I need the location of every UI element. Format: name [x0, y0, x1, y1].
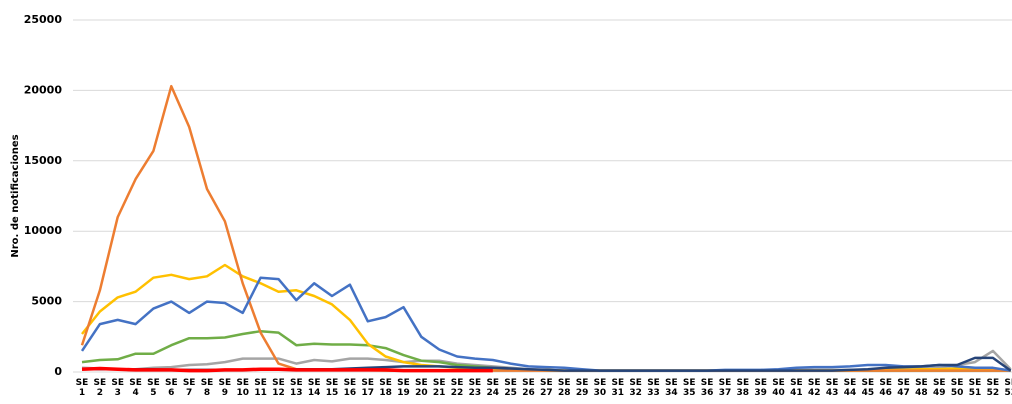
x-tick-label: SE 14 [307, 378, 321, 398]
x-tick-label: SE 44 [843, 378, 857, 398]
y-axis-title: Nro. de notificaciones [10, 134, 21, 257]
x-tick-label: SE 45 [861, 378, 875, 398]
x-tick-label: SE 4 [129, 378, 142, 398]
x-tick-label: SE 9 [218, 378, 232, 398]
x-tick-label: SE 17 [361, 378, 375, 398]
series-line [81, 366, 493, 373]
x-tick-label: SE 24 [486, 378, 500, 398]
x-tick-label: SE 46 [879, 378, 892, 398]
x-tick-label: SE 33 [647, 378, 660, 398]
y-tick-label: 15000 [24, 154, 63, 167]
x-tick-label: SE 43 [825, 378, 839, 398]
x-tick-label: SE 34 [665, 378, 678, 398]
x-tick-label: SE 36 [700, 378, 714, 398]
x-tick-label: SE 11 [254, 378, 267, 398]
x-tick-label: SE 8 [200, 378, 214, 398]
x-tick-label: SE 37 [718, 378, 732, 398]
x-tick-label: SE 51 [968, 378, 982, 398]
y-tick-label: 25000 [24, 13, 63, 26]
x-tick-label: SE 12 [272, 378, 285, 398]
x-tick-label: SE 35 [682, 378, 696, 398]
x-tick-label: SE 41 [790, 378, 803, 398]
x-tick-label: SE 5 [147, 378, 160, 398]
x-tick-label: SE 53 [1004, 378, 1012, 398]
y-tick-label: 5000 [31, 295, 62, 308]
x-tick-label: SE 1 [75, 378, 89, 398]
x-tick-label: SE 27 [540, 378, 553, 398]
x-tick-label: SE 15 [325, 378, 339, 398]
x-tick-label: SE 7 [182, 378, 196, 398]
y-tick-label: 10000 [24, 224, 63, 237]
series-line [80, 84, 1011, 372]
series-line [80, 276, 1011, 372]
x-tick-label: SE 31 [611, 378, 625, 398]
x-tick-label: SE 29 [575, 378, 589, 398]
x-tick-label: SE 28 [557, 378, 571, 398]
x-tick-label: SE 38 [736, 378, 750, 398]
x-tick-label: SE 48 [915, 378, 928, 398]
x-tick-label: SE 6 [164, 378, 178, 398]
x-tick-label: SE 3 [111, 378, 125, 398]
x-tick-label: SE 47 [897, 378, 910, 398]
x-tick-label: SE 2 [93, 378, 107, 398]
y-tick-label: 20000 [24, 83, 63, 96]
x-tick-label: SE 39 [754, 378, 767, 398]
x-tick-label: SE 21 [432, 378, 446, 398]
x-tick-label: SE 18 [379, 378, 392, 398]
x-tick-label: SE 50 [950, 378, 964, 398]
x-tick-label: SE 40 [772, 378, 785, 398]
x-tick-label: SE 13 [289, 378, 303, 398]
x-tick-label: SE 30 [593, 378, 607, 398]
x-tick-label: SE 22 [450, 378, 464, 398]
y-tick-label: 0 [54, 365, 62, 378]
x-tick-label: SE 26 [522, 378, 535, 398]
x-tick-label: SE 23 [468, 378, 482, 398]
x-tick-label: SE 32 [629, 378, 642, 398]
x-tick-label: SE 19 [397, 378, 410, 398]
x-tick-label: SE 20 [415, 378, 428, 398]
x-tick-label: SE 16 [343, 378, 357, 398]
x-tick-label: SE 10 [236, 378, 250, 398]
x-tick-label: SE 25 [504, 378, 517, 398]
x-tick-label: SE 49 [932, 378, 946, 398]
x-tick-label: SE 42 [807, 378, 821, 398]
series-line [81, 263, 1011, 372]
x-tick-label: SE 52 [986, 378, 1000, 398]
